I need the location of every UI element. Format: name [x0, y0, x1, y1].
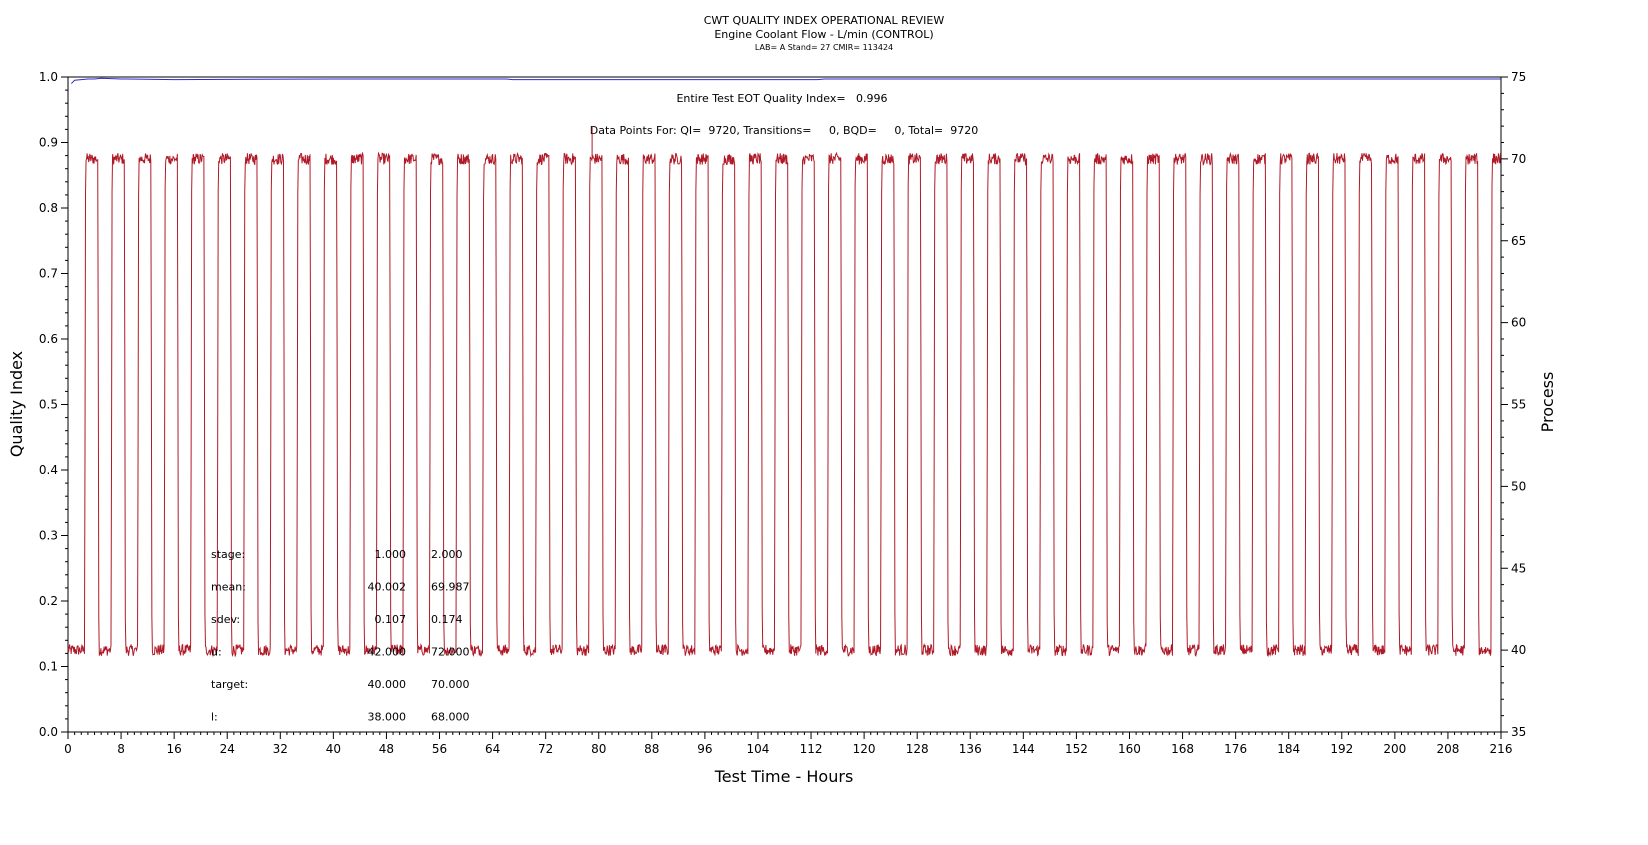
stats-value-stage1: 40.002 [368, 581, 407, 594]
x-tick-label: 56 [432, 742, 447, 756]
x-tick-label: 88 [644, 742, 659, 756]
stats-label: stage: [211, 548, 245, 561]
y-left-tick-label: 0.5 [39, 398, 58, 412]
x-tick-label: 104 [747, 742, 770, 756]
x-tick-label: 0 [64, 742, 72, 756]
x-tick-label: 112 [800, 742, 823, 756]
x-tick-label: 192 [1330, 742, 1353, 756]
stats-value-stage2: 68.000 [431, 711, 470, 724]
y-right-tick-label: 40 [1511, 643, 1526, 657]
x-tick-label: 160 [1118, 742, 1141, 756]
x-tick-label: 64 [485, 742, 500, 756]
series-line-process [67, 151, 1502, 658]
stats-value-stage1: 38.000 [368, 711, 407, 724]
x-tick-label: 96 [697, 742, 712, 756]
stats-label: sdev: [211, 613, 240, 626]
x-tick-label: 128 [906, 742, 929, 756]
y-right-tick-label: 75 [1511, 70, 1526, 84]
y-right-tick-label: 50 [1511, 479, 1526, 493]
stats-value-stage1: 40.000 [368, 678, 407, 691]
chart-title: CWT QUALITY INDEX OPERATIONAL REVIEW [704, 14, 945, 27]
x-axis-label: Test Time - Hours [714, 767, 854, 786]
x-tick-label: 24 [220, 742, 235, 756]
series-line-quality-index [70, 77, 1501, 84]
x-tick-label: 176 [1224, 742, 1247, 756]
x-tick-label: 200 [1383, 742, 1406, 756]
stats-value-stage2: 69.987 [431, 581, 470, 594]
stats-table: stage: 1.000 2.000 mean: 40.002 69.987 sdev: 0.… [211, 548, 470, 724]
x-tick-label: 136 [959, 742, 982, 756]
y-right-tick-label: 35 [1511, 725, 1526, 739]
x-tick-label: 152 [1065, 742, 1088, 756]
y-left-tick-label: 0.7 [39, 267, 58, 281]
x-tick-label: 168 [1171, 742, 1194, 756]
y-left-tick-label: 0.1 [39, 660, 58, 674]
x-tick-label: 80 [591, 742, 606, 756]
stats-value-stage1: 0.107 [375, 613, 407, 626]
x-tick-label: 48 [379, 742, 394, 756]
x-tick-label: 72 [538, 742, 553, 756]
y-left-axis-label: Quality Index [7, 351, 26, 457]
x-tick-label: 120 [853, 742, 876, 756]
y-right-tick-label: 70 [1511, 152, 1526, 166]
plot-frame [67, 76, 1502, 733]
x-tick-label: 8 [117, 742, 125, 756]
stats-value-stage2: 70.000 [431, 678, 470, 691]
stats-label: target: [211, 678, 248, 691]
chart-subtitle: Engine Coolant Flow - L/min (CONTROL) [714, 28, 933, 41]
x-tick-label: 40 [326, 742, 341, 756]
chart-subtitle-small: LAB= A Stand= 27 CMIR= 113424 [755, 43, 893, 52]
x-tick-label: 16 [167, 742, 182, 756]
y-left-tick-label: 0.4 [39, 463, 58, 477]
stats-label: u: [211, 646, 222, 659]
x-tick-label: 184 [1277, 742, 1300, 756]
y-left-tick-label: 1.0 [39, 70, 58, 84]
y-right-tick-label: 45 [1511, 561, 1526, 575]
y-right-axis-label: Process [1538, 372, 1557, 433]
y-left-tick-label: 0.9 [39, 136, 58, 150]
y-right-tick-label: 60 [1511, 316, 1526, 330]
stats-label: l: [211, 711, 218, 724]
y-right-axis: 35 40 45 50 55 60 65 70 75 [1501, 70, 1526, 739]
x-axis: 0 8 16 24 32 40 48 56 64 72 80 88 96 104 112 120 128 136 1… [64, 732, 1512, 756]
stats-value-stage2: 72.000 [431, 646, 470, 659]
x-tick-label: 144 [1012, 742, 1035, 756]
stats-value-stage2: 2.000 [431, 548, 463, 561]
stats-value-stage1: 42.000 [368, 646, 407, 659]
stats-value-stage2: 0.174 [431, 613, 463, 626]
y-left-tick-label: 0.3 [39, 529, 58, 543]
y-left-tick-label: 0.2 [39, 594, 58, 608]
y-left-tick-label: 0.0 [39, 725, 58, 739]
stats-label: mean: [211, 581, 246, 594]
y-right-tick-label: 55 [1511, 398, 1526, 412]
qi-annotation: Entire Test EOT Quality Index= 0.996 [676, 92, 887, 105]
y-left-tick-label: 0.6 [39, 332, 58, 346]
x-tick-label: 32 [273, 742, 288, 756]
x-tick-label: 216 [1490, 742, 1513, 756]
y-right-tick-label: 65 [1511, 234, 1526, 248]
x-tick-label: 208 [1436, 742, 1459, 756]
y-left-axis: 0.0 0.1 0.2 0.3 0.4 0.5 0.6 0.7 0.8 0.9 1.0 [39, 70, 68, 739]
stats-value-stage1: 1.000 [375, 548, 407, 561]
points-annotation: Data Points For: QI= 9720, Transitions= … [590, 124, 978, 137]
y-left-tick-label: 0.8 [39, 201, 58, 215]
